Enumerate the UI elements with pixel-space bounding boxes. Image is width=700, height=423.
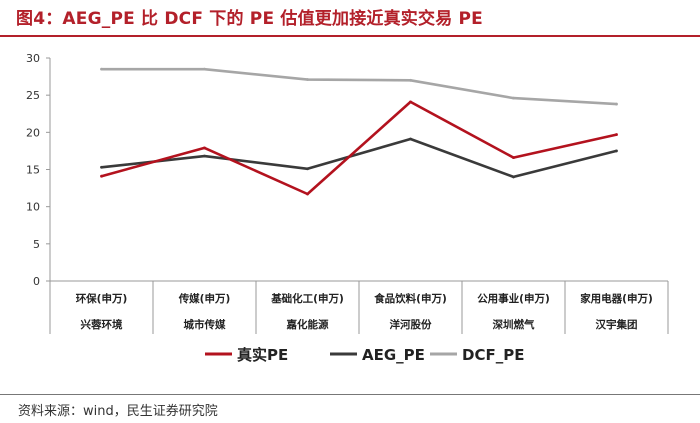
line-chart: 0 5 10 15 20 25 30 环保(申万) 兴蓉环境 传媒(申万) 城市传媒 基础化工(申万)… — [26, 52, 669, 364]
data-point-pe — [615, 133, 618, 136]
x-tick-label-industry: 传媒(申万) — [178, 292, 231, 305]
data-point-aeg-pe — [615, 149, 618, 153]
series-line-pe — [101, 100, 617, 196]
data-point-pe — [203, 146, 206, 150]
x-tick-label-industry: 食品饮料(申万) — [373, 292, 447, 305]
data-point-aeg-pe — [100, 165, 103, 169]
x-tick-label-company: 兴蓉环境 — [81, 318, 123, 331]
title-rule — [0, 35, 700, 37]
source-note: 资料来源：wind，民生证券研究院 — [18, 404, 218, 419]
data-point-aeg-pe — [512, 175, 515, 179]
data-point-dcf-pe — [306, 78, 309, 81]
y-tick-label: 0 — [33, 275, 40, 288]
x-tick-label-industry: 环保(申万) — [76, 292, 128, 305]
x-tick-label-industry: 家用电器(申万) — [580, 292, 653, 305]
y-tick-label: 20 — [26, 126, 40, 139]
data-point-dcf-pe — [512, 96, 515, 100]
legend-label: 真实PE — [237, 346, 288, 364]
data-point-pe — [306, 192, 309, 196]
y-tick-label: 15 — [26, 164, 40, 177]
x-tick-label-company: 汉宇集团 — [596, 318, 638, 331]
y-tick-label: 30 — [26, 52, 40, 65]
y-tick-label: 5 — [33, 238, 40, 251]
series-line-dcf-pe — [101, 67, 617, 106]
data-point-dcf-pe — [615, 102, 618, 106]
y-tick-label: 10 — [26, 201, 40, 214]
x-tick-label-industry: 公用事业(申万) — [477, 292, 550, 305]
data-point-dcf-pe — [100, 67, 103, 71]
data-point-aeg-pe — [203, 154, 206, 158]
data-point-pe — [409, 100, 412, 104]
data-point-pe — [512, 156, 515, 160]
y-tick-label: 25 — [26, 89, 40, 102]
legend-label: DCF_PE — [462, 346, 524, 364]
data-point-pe — [100, 174, 103, 178]
x-tick-label-industry: 基础化工(申万) — [270, 292, 344, 305]
data-point-dcf-pe — [203, 67, 206, 71]
data-point-aeg-pe — [306, 167, 309, 171]
x-tick-label-company: 深圳燃气 — [493, 318, 535, 331]
x-tick-label-company: 城市传媒 — [184, 318, 226, 331]
x-tick-label-company: 嘉化能源 — [286, 318, 329, 331]
legend-label: AEG_PE — [362, 346, 425, 364]
chart-title: 图4：AEG_PE 比 DCF 下的 PE 估值更加接近真实交易 PE — [16, 9, 483, 29]
data-point-aeg-pe — [409, 137, 412, 141]
series-line-aeg-pe — [101, 137, 617, 179]
x-tick-label-company: 洋河股份 — [390, 318, 432, 331]
data-point-dcf-pe — [409, 78, 412, 82]
bottom-rule — [0, 394, 700, 395]
